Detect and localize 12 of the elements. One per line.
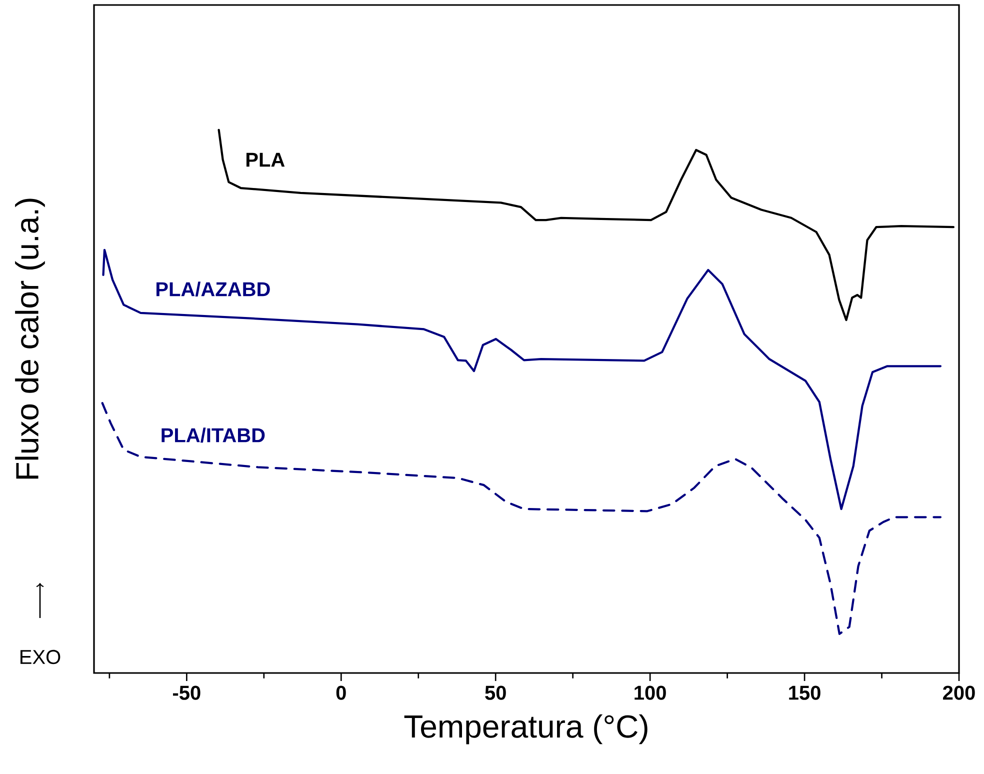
x-tick-label: 200 — [943, 686, 975, 700]
series-label: PLA/ITABD — [162, 428, 265, 443]
x-tick-label: 50 — [485, 686, 506, 700]
x-axis-title: Temperatura (°C) — [404, 714, 648, 744]
x-tick-label: 0 — [336, 686, 346, 700]
text: EXO — [20, 650, 60, 664]
x-tick-label: 100 — [634, 686, 666, 700]
x-tick-label: 150 — [789, 686, 820, 700]
series-label: PLA/AZABD — [156, 282, 270, 296]
y-axis-title: Fluxo de calor (u.a.) — [15, 198, 45, 479]
series-label: PLA — [246, 152, 285, 167]
x-tick-label: -50 — [173, 686, 200, 700]
